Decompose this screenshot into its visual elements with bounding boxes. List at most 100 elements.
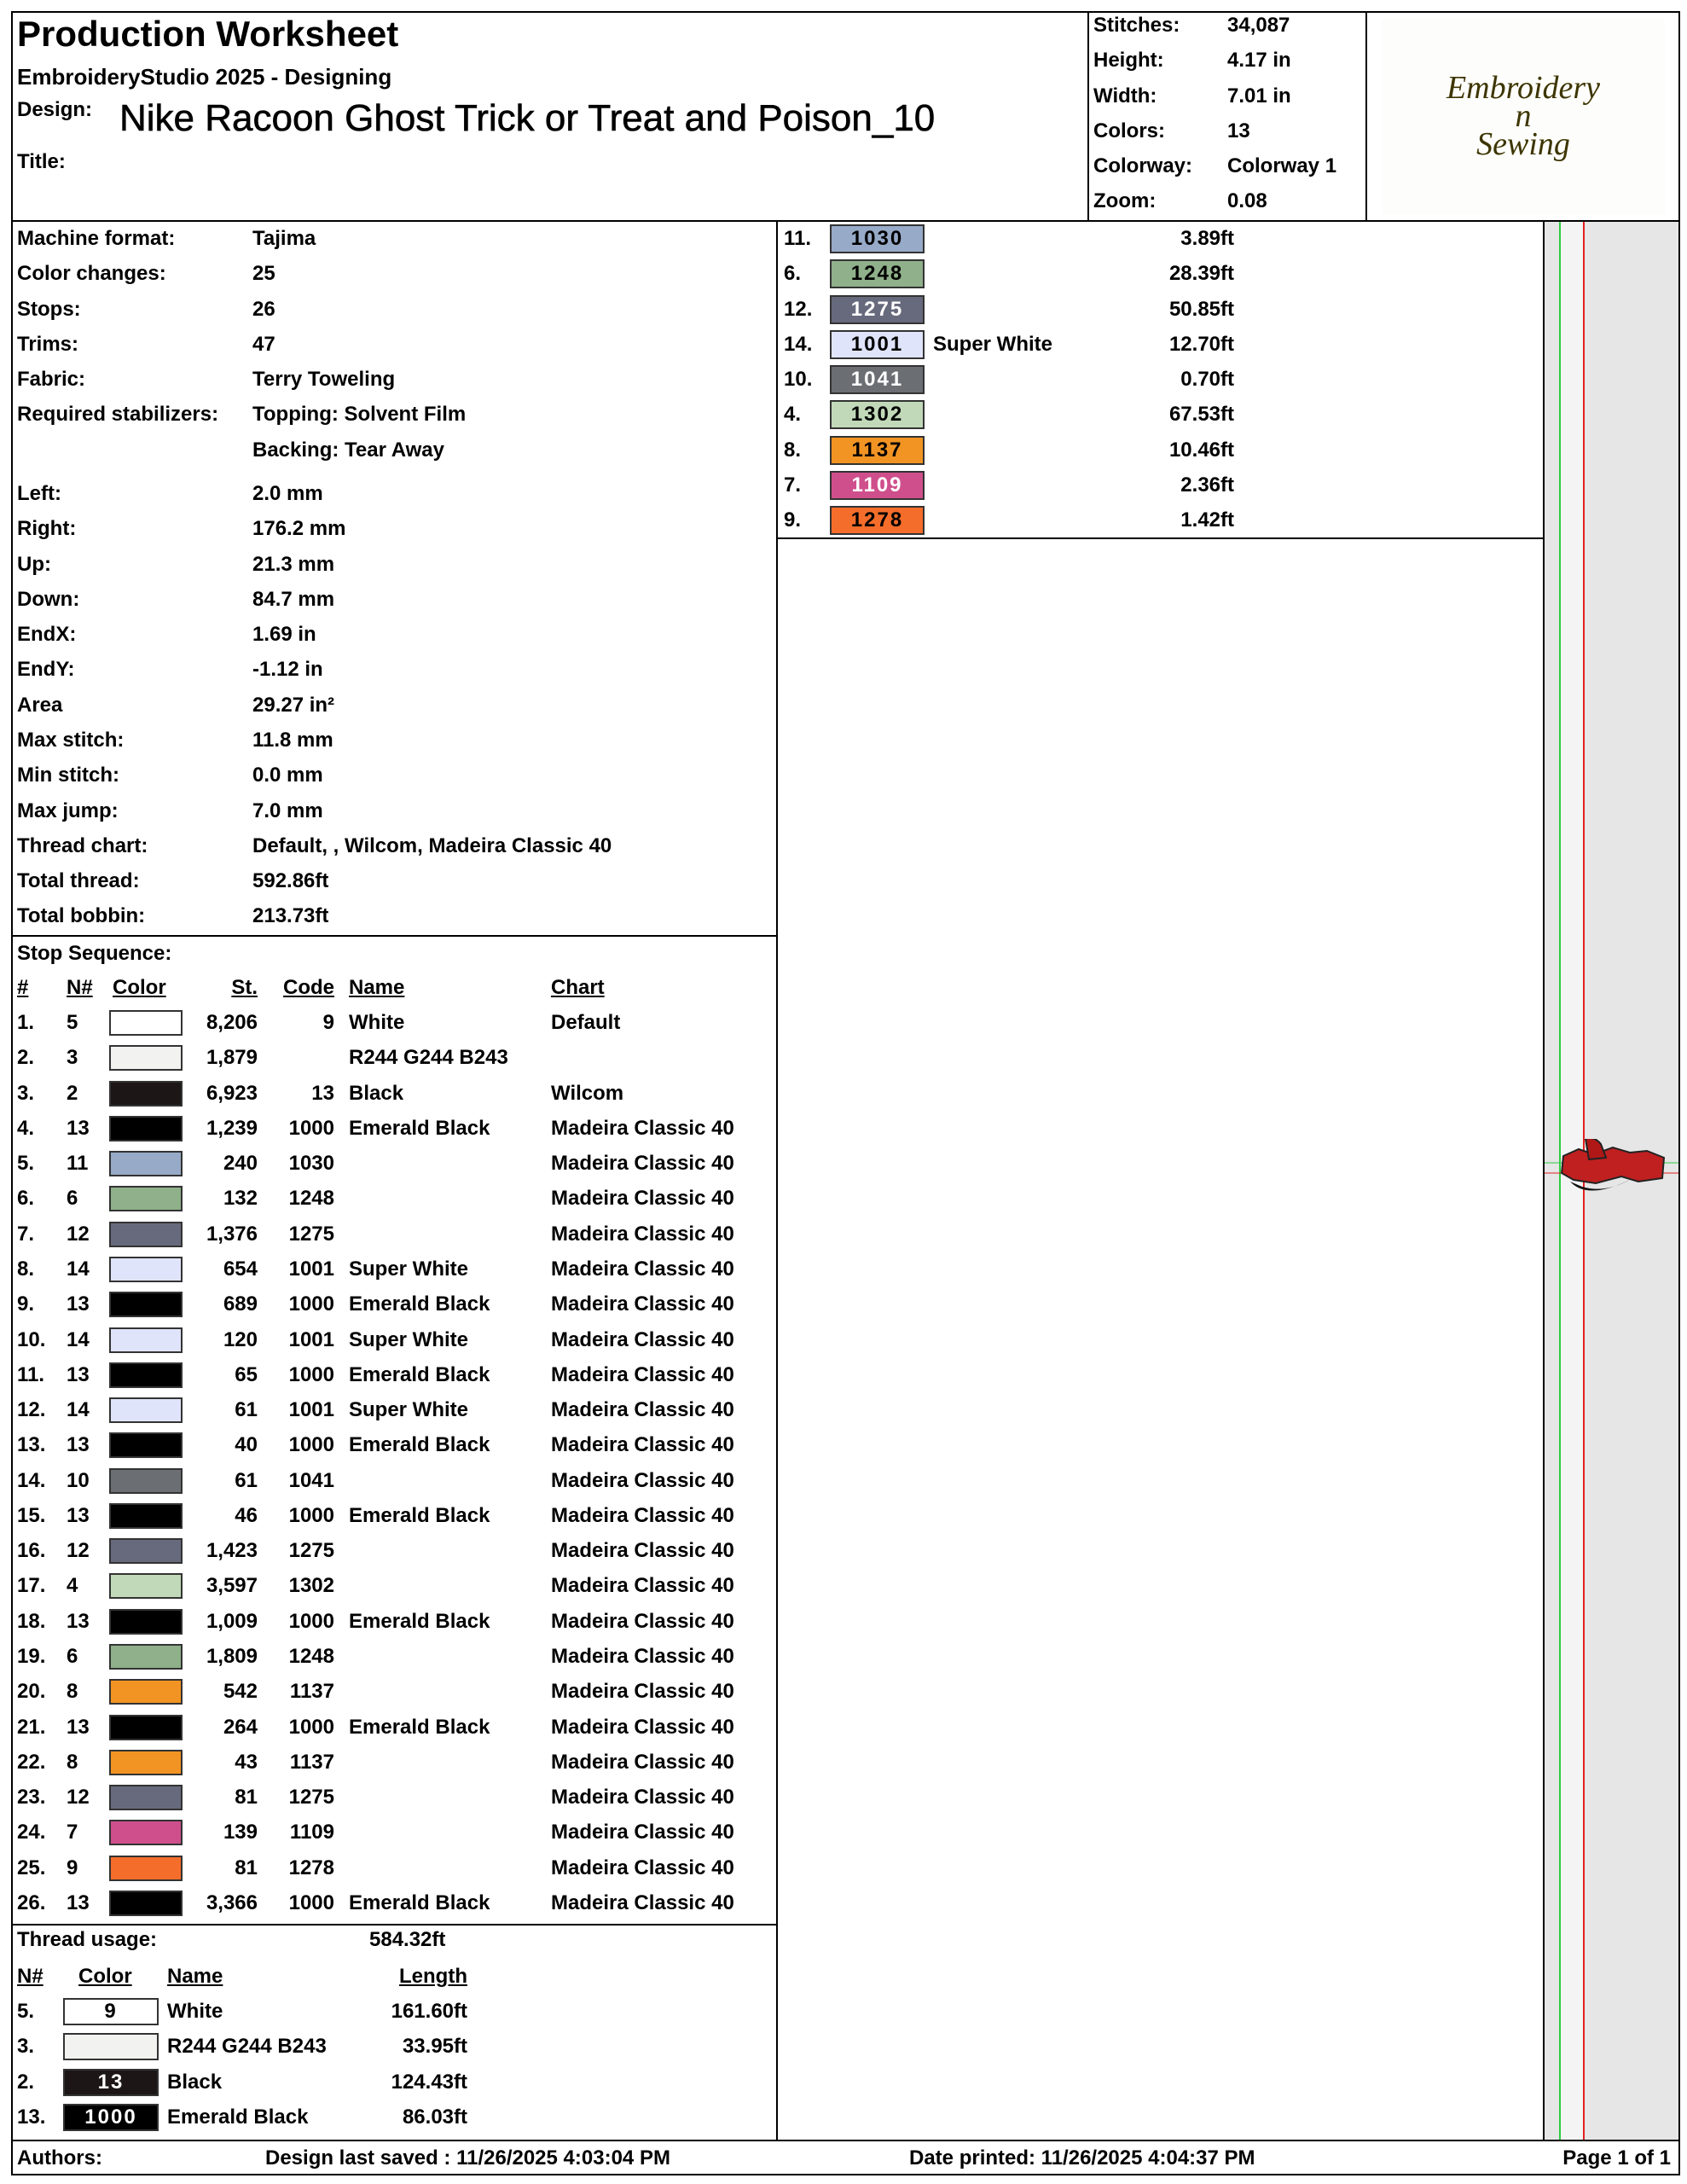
stat-label: Width: — [1093, 84, 1157, 107]
code: 1000 — [288, 1715, 334, 1739]
chart: Madeira Classic 40 — [551, 1152, 734, 1176]
needle: 4 — [67, 1574, 78, 1598]
code: 1000 — [288, 1116, 334, 1140]
stitches: 6,923 — [206, 1081, 258, 1105]
swatch-code: 1248 — [850, 262, 904, 286]
needle: 7. — [784, 473, 802, 497]
needle: 3 — [67, 1046, 78, 1070]
needle: 14 — [67, 1398, 90, 1422]
needle: 2. — [17, 2070, 35, 2094]
border — [11, 11, 13, 2175]
length: 33.95ft — [402, 2035, 467, 2059]
color-swatch — [109, 1573, 183, 1600]
stitches: 1,239 — [206, 1116, 258, 1140]
usage-total: 584.32ft — [369, 1928, 446, 1951]
chart: Madeira Classic 40 — [551, 1750, 734, 1774]
needle: 10 — [67, 1468, 90, 1492]
info-value: -1.12 in — [252, 658, 323, 682]
color-swatch — [109, 1467, 183, 1494]
stitches: 542 — [223, 1680, 258, 1704]
stitches: 689 — [223, 1292, 258, 1316]
column-header: N# — [17, 1965, 43, 1988]
thread-name: R244 G244 B243 — [167, 2035, 327, 2059]
swatch-code: 1137 — [851, 438, 903, 462]
length: 28.39ft — [1168, 262, 1234, 286]
swatch-code: 1109 — [851, 473, 903, 497]
needle: 3. — [17, 2035, 35, 2059]
color-swatch — [109, 1045, 183, 1072]
needle: 12 — [67, 1786, 90, 1809]
needle: 8 — [67, 1680, 78, 1704]
chart: Wilcom — [551, 1081, 624, 1105]
needle: 14 — [67, 1327, 90, 1351]
needle: 4. — [784, 403, 802, 427]
info-label: Up: — [17, 552, 51, 576]
thread-name: White — [349, 1011, 405, 1034]
footer-printed: Date printed: 11/26/2025 4:04:37 PM — [909, 2146, 1255, 2169]
info-label: Total bobbin: — [17, 904, 146, 928]
chart: Madeira Classic 40 — [551, 1856, 734, 1879]
needle: 2 — [67, 1081, 78, 1105]
chart: Madeira Classic 40 — [551, 1292, 734, 1316]
column-header: St. — [231, 976, 258, 999]
divider — [776, 537, 1544, 539]
stitches: 240 — [223, 1152, 258, 1176]
chart: Madeira Classic 40 — [551, 1715, 734, 1739]
footer-page: Page 1 of 1 — [1562, 2146, 1671, 2169]
code: 1275 — [288, 1222, 334, 1246]
stitches: 1,423 — [206, 1539, 258, 1563]
stop-number: 25. — [17, 1856, 46, 1879]
stitches: 139 — [223, 1821, 258, 1844]
info-label: Max stitch: — [17, 728, 125, 752]
code: 1278 — [288, 1856, 334, 1879]
footer-authors: Authors: — [17, 2146, 102, 2169]
chart: Madeira Classic 40 — [551, 1327, 734, 1351]
divider — [11, 2140, 1680, 2141]
needle: 13 — [67, 1433, 90, 1457]
color-swatch — [63, 2103, 159, 2131]
info-value: 47 — [252, 332, 275, 356]
info-value: Tajima — [252, 227, 316, 250]
color-swatch — [109, 1115, 183, 1141]
stop-number: 20. — [17, 1680, 46, 1704]
color-swatch — [109, 1432, 183, 1459]
stitches: 8,206 — [206, 1011, 258, 1034]
chart: Madeira Classic 40 — [551, 1680, 734, 1704]
stitches: 61 — [235, 1398, 258, 1422]
code: 1000 — [288, 1433, 334, 1457]
stat-value: 4.17 in — [1227, 49, 1291, 73]
code: 1000 — [288, 1609, 334, 1633]
border — [11, 11, 1680, 13]
stop-number: 9. — [17, 1292, 35, 1316]
chart: Madeira Classic 40 — [551, 1645, 734, 1669]
thread-name: Emerald Black — [349, 1891, 490, 1914]
needle: 13 — [67, 1362, 90, 1386]
code: 1137 — [289, 1750, 334, 1774]
info-value: 7.0 mm — [252, 799, 323, 822]
logo-text: Embroidery — [1446, 70, 1601, 106]
color-swatch — [109, 1679, 183, 1705]
length: 67.53ft — [1168, 403, 1234, 427]
length: 3.89ft — [1180, 227, 1234, 250]
length: 50.85ft — [1168, 297, 1234, 321]
info-value: 2.0 mm — [252, 482, 323, 505]
length: 1.42ft — [1180, 508, 1234, 532]
code: 1030 — [288, 1152, 334, 1176]
chart: Madeira Classic 40 — [551, 1116, 734, 1140]
column-header: # — [17, 976, 29, 999]
code: 1001 — [288, 1327, 334, 1351]
needle: 12 — [67, 1539, 90, 1563]
thread-name: R244 G244 B243 — [349, 1046, 508, 1070]
info-label: Machine format: — [17, 227, 176, 250]
thread-name: Emerald Black — [167, 2105, 309, 2129]
design-label: Design: — [17, 98, 93, 121]
thread-name: Super White — [933, 332, 1053, 356]
chart: Madeira Classic 40 — [551, 1539, 734, 1563]
needle: 13 — [67, 1292, 90, 1316]
color-swatch — [63, 1998, 159, 2025]
column-header: Length — [399, 1965, 467, 1988]
color-swatch — [109, 1820, 183, 1846]
needle: 6 — [67, 1187, 78, 1211]
info-label: Min stitch: — [17, 764, 119, 787]
